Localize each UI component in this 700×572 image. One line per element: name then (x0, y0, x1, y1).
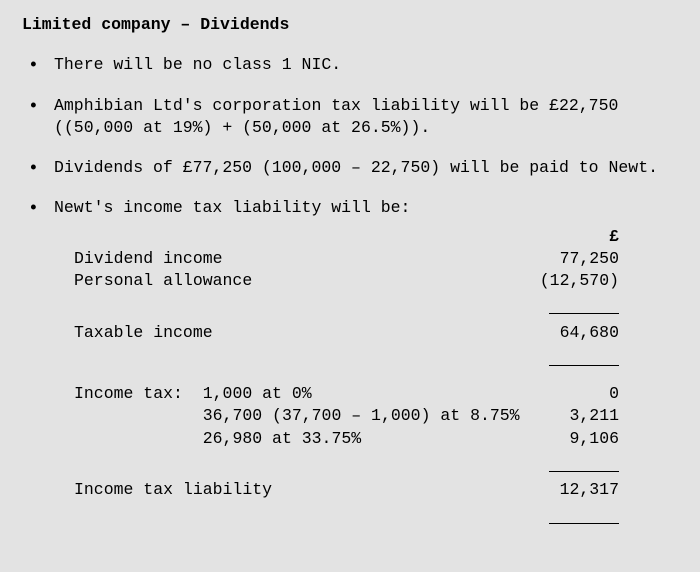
tax-line: 36,700 (37,700 – 1,000) at 8.75% (74, 405, 529, 427)
calc-value: 0 (529, 383, 619, 405)
calc-value: 3,211 (529, 405, 619, 427)
tax-label: 1,000 at 0% (203, 384, 312, 403)
tax-line: Income tax: 1,000 at 0% (74, 383, 529, 405)
calc-value: 9,106 (529, 428, 619, 450)
calc-value: (12,570) (529, 270, 619, 292)
tax-line: 26,980 at 33.75% (74, 428, 529, 450)
page-title: Limited company – Dividends (22, 14, 678, 36)
bullet-item: There will be no class 1 NIC. (22, 54, 678, 76)
calc-label: Personal allowance (74, 270, 529, 292)
calc-row: Personal allowance (12,570) (74, 270, 678, 292)
calc-label: Income tax liability (74, 479, 529, 501)
bullet-list: There will be no class 1 NIC. Amphibian … (22, 54, 678, 531)
bullet-text: Dividends of £77,250 (100,000 – 22,750) … (54, 158, 658, 177)
rule-line (549, 523, 619, 524)
tax-row: Income tax: 1,000 at 0% 0 (74, 383, 678, 405)
calc-row: Dividend income 77,250 (74, 248, 678, 270)
calc-row: Taxable income 64,680 (74, 322, 678, 344)
rule-row (74, 454, 678, 479)
tax-prefix: Income tax: (74, 384, 183, 403)
rule-line (549, 471, 619, 472)
tax-row: 36,700 (37,700 – 1,000) at 8.75% 3,211 (74, 405, 678, 427)
bullet-item: Newt's income tax liability will be: £ D… (22, 197, 678, 530)
calc-value: 12,317 (529, 479, 619, 501)
bullet-item: Dividends of £77,250 (100,000 – 22,750) … (22, 157, 678, 179)
tax-label: 36,700 (37,700 – 1,000) at 8.75% (203, 406, 520, 425)
bullet-text: There will be no class 1 NIC. (54, 55, 341, 74)
empty-label (74, 226, 529, 248)
document-page: Limited company – Dividends There will b… (0, 0, 700, 572)
calc-row: Income tax liability 12,317 (74, 479, 678, 501)
tax-label: 26,980 at 33.75% (203, 429, 361, 448)
calc-label: Dividend income (74, 248, 529, 270)
calc-value: 77,250 (529, 248, 619, 270)
rule-row (74, 296, 678, 321)
rule-row (74, 348, 678, 373)
rule-row (74, 506, 678, 531)
bullet-item: Amphibian Ltd's corporation tax liabilit… (22, 95, 678, 140)
calculation-block: £ Dividend income 77,250 Personal allowa… (74, 226, 678, 531)
rule-line (549, 313, 619, 314)
rule-line (549, 365, 619, 366)
bullet-text: Amphibian Ltd's corporation tax liabilit… (54, 96, 618, 137)
bullet-text: Newt's income tax liability will be: (54, 198, 410, 217)
header-row: £ (74, 226, 678, 248)
currency-header: £ (529, 226, 619, 248)
calc-value: 64,680 (529, 322, 619, 344)
tax-row: 26,980 at 33.75% 9,106 (74, 428, 678, 450)
calc-label: Taxable income (74, 322, 529, 344)
